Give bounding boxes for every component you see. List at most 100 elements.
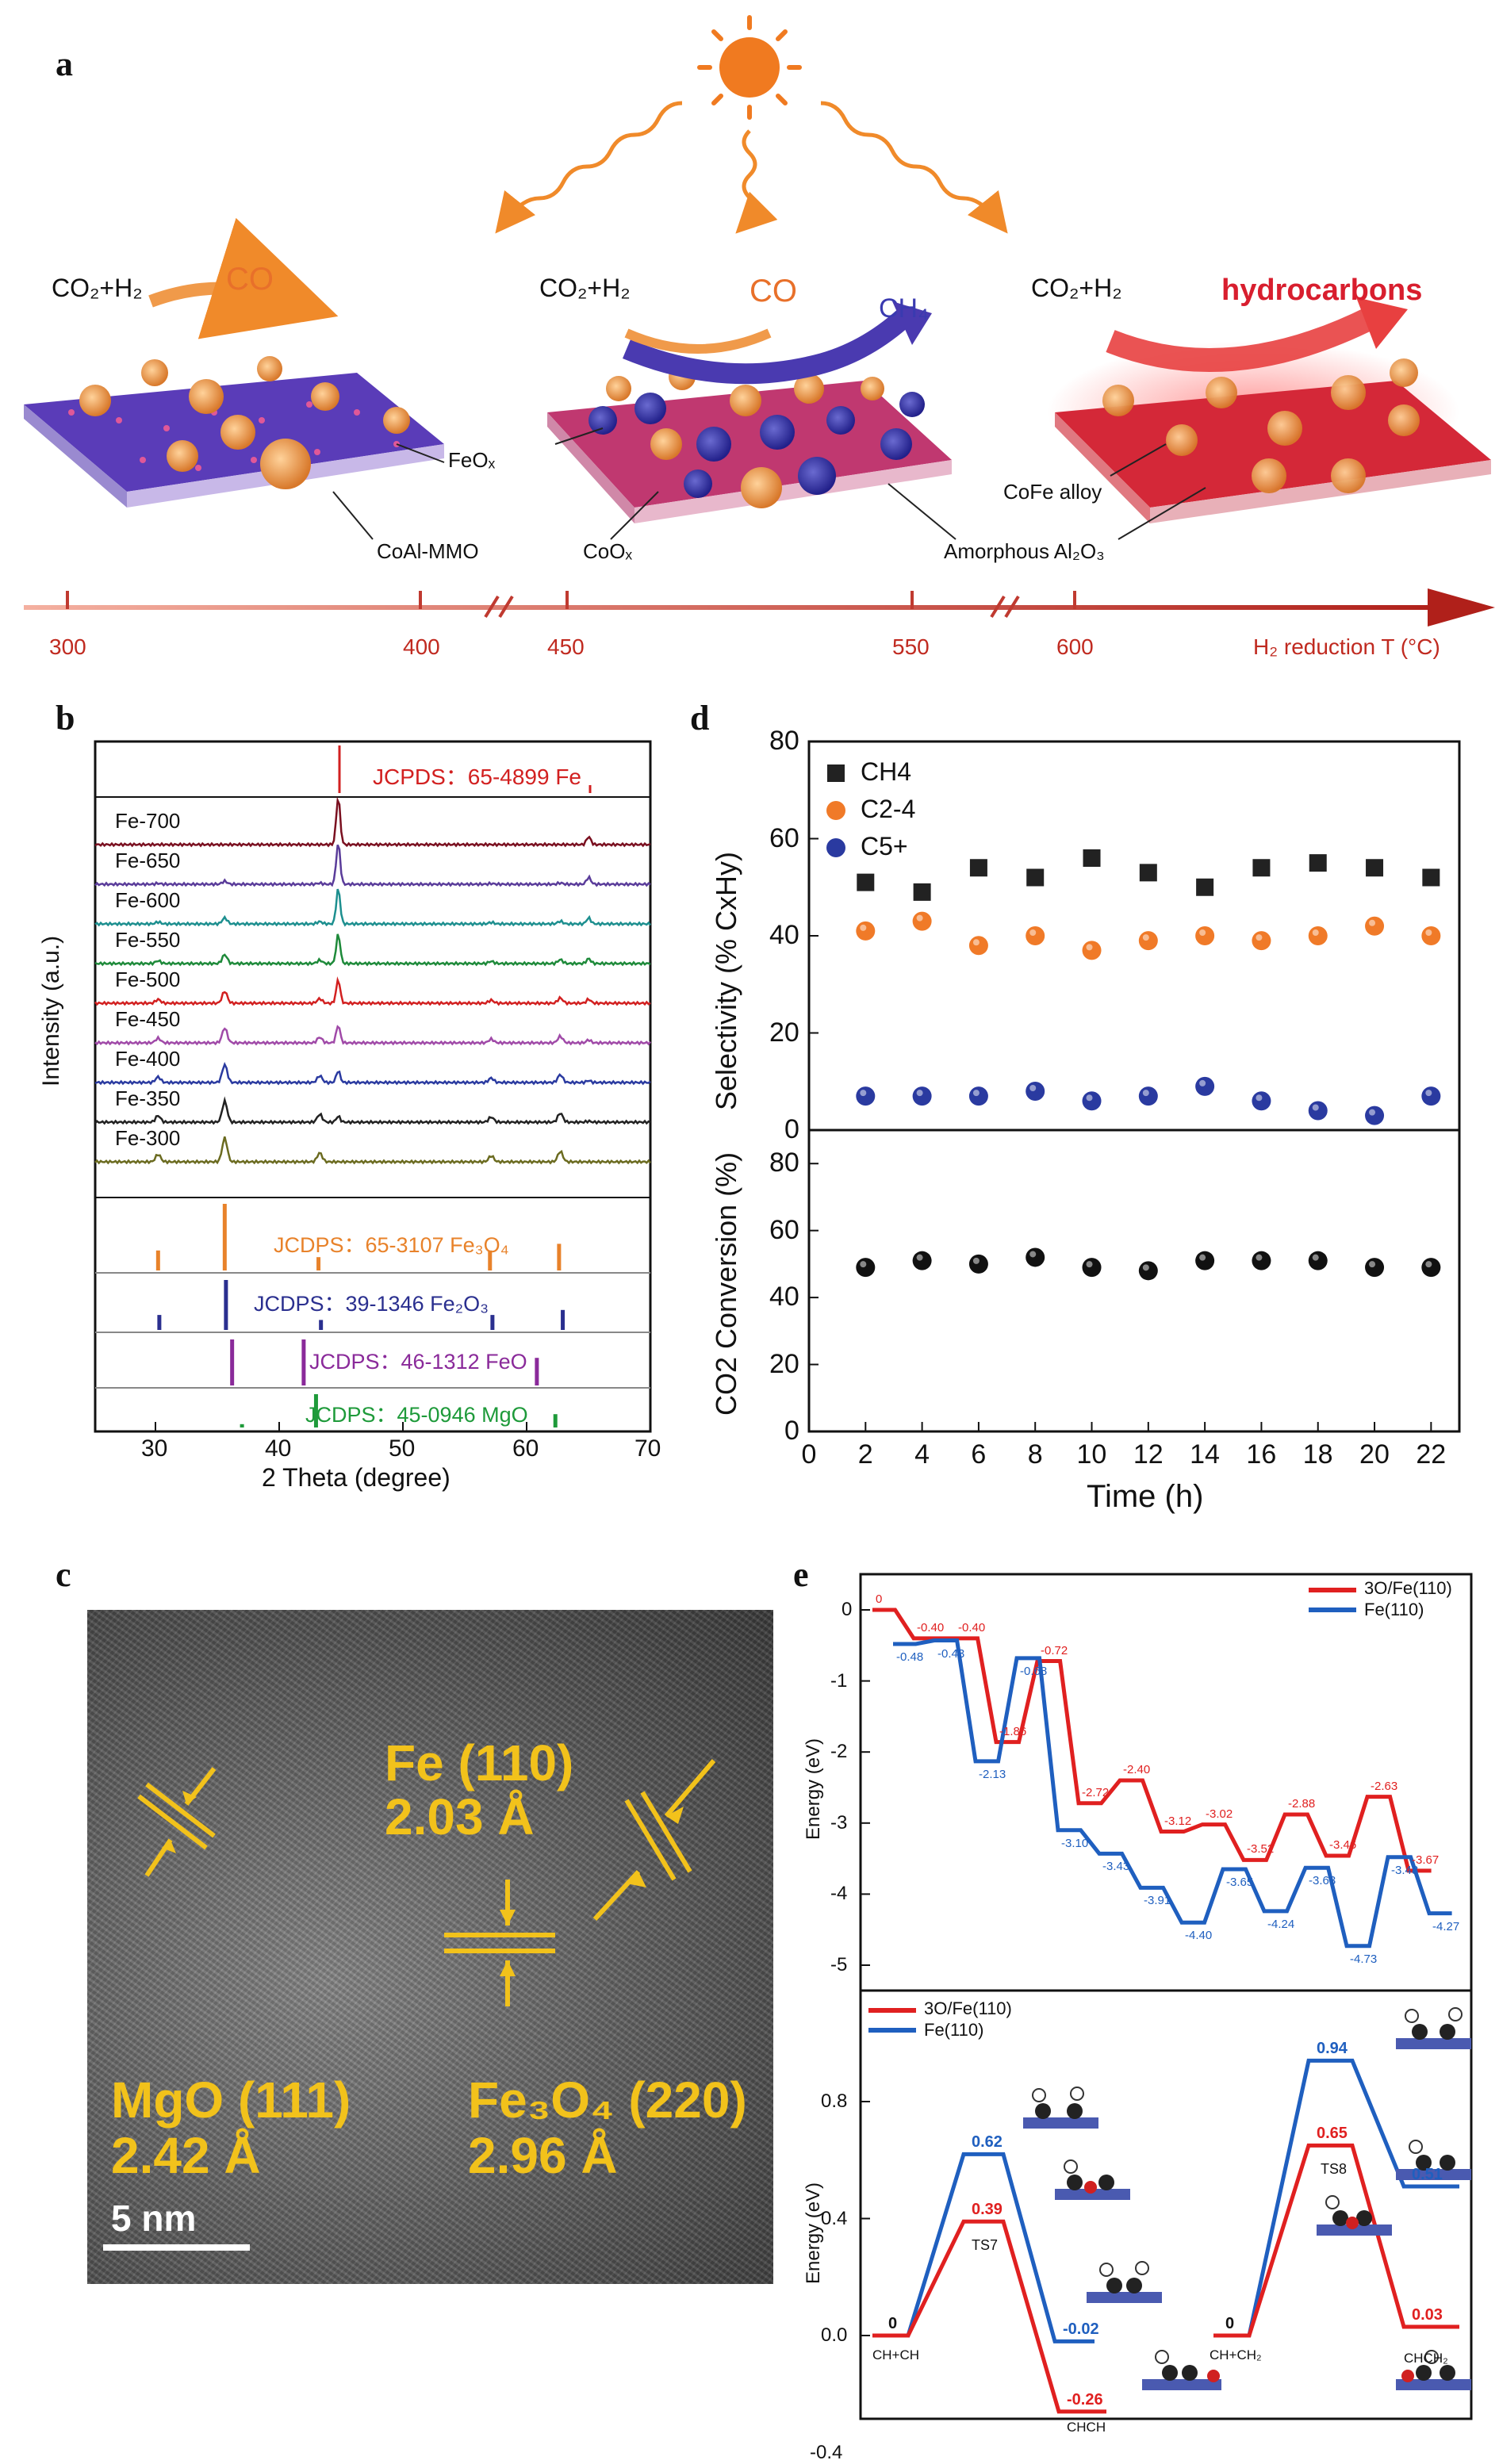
panel-label-d: d <box>690 699 710 738</box>
sample-label-Fe-450: Fe-450 <box>115 1007 181 1031</box>
sample-label-Fe-600: Fe-600 <box>115 888 181 912</box>
xrd-trace-Fe-650 <box>94 844 651 887</box>
bot-value-4: -0.26 <box>1067 2390 1103 2408</box>
fe-110-spacing: 2.03 Å <box>385 1788 535 1845</box>
profile-3o-fe110-val-11: -3.46 <box>1329 1838 1357 1853</box>
xrd-xlabel: 2 Theta (degree) <box>262 1463 450 1492</box>
xrd-trace-Fe-700 <box>94 796 651 848</box>
fe3o4-220-spacing: 2.96 Å <box>468 2127 618 2184</box>
state-label-chch-product: CHCH <box>1067 2419 1106 2435</box>
xrd-trace-Fe-600 <box>94 888 651 927</box>
time-xtick-16: 16 <box>1246 1439 1277 1470</box>
scale-bar <box>103 2244 250 2251</box>
e-bot-ytick-0.8: 0.8 <box>821 2090 848 2112</box>
sun-icon <box>697 15 802 120</box>
profile-fe110-val-4: -3.10 <box>1061 1836 1089 1850</box>
profile-fe110-val-3: -0.68 <box>1020 1664 1048 1678</box>
flow-arrow-hydrocarbons <box>1106 306 1378 372</box>
legend-label-C5+: C5+ <box>861 832 908 860</box>
product-hydrocarbons-label: hydrocarbons <box>1221 274 1423 307</box>
conv-ytick-0: 0 <box>784 1416 799 1446</box>
time-xtick-8: 8 <box>1027 1439 1043 1470</box>
molecule-thumbnails <box>1023 2007 1471 2390</box>
catalyst-slab-600 <box>1047 341 1491 523</box>
profile-fe110-val-2: -2.13 <box>979 1767 1006 1781</box>
sample-label-Fe-700: Fe-700 <box>115 809 181 833</box>
e-bot-ytick-0.4: 0.4 <box>821 2207 848 2229</box>
profile-fe110-val-11: -4.73 <box>1350 1952 1378 1966</box>
e-bot-ytick-0.0: 0.0 <box>821 2324 848 2346</box>
ref-label-3: JCDPS：45-0946 MgO <box>305 1403 528 1427</box>
time-xtick-22: 22 <box>1416 1439 1447 1470</box>
coox-label: CoOₓ <box>583 539 632 563</box>
time-xlabel: Time (h) <box>1087 1479 1204 1514</box>
light-ray-middle <box>735 129 778 234</box>
scale-bar-label: 5 nm <box>111 2198 197 2239</box>
xrd-trace-Fe-500 <box>94 976 651 1006</box>
bot-value-2: 0.39 <box>972 2201 1003 2219</box>
profile-fe110-val-5: -3.43 <box>1102 1860 1130 1874</box>
e-bot-legend-fe: Fe(110) <box>924 2020 984 2040</box>
time-xtick-18: 18 <box>1302 1439 1333 1470</box>
xrd-trace-Fe-550 <box>94 933 651 967</box>
axis-tick-400: 400 <box>403 634 440 659</box>
axis-tick-600: 600 <box>1056 634 1094 659</box>
axis-tick-450: 450 <box>547 634 585 659</box>
profile-3o-fe110-val-12: -2.63 <box>1371 1779 1398 1793</box>
e-top-ytick--4: -4 <box>830 1883 848 1905</box>
e-bot-ytick--0.4: -0.4 <box>810 2441 843 2463</box>
bot-value-0: 0 <box>888 2315 898 2332</box>
sel-ytick-40: 40 <box>769 920 799 950</box>
sel-ytick-20: 20 <box>769 1017 799 1048</box>
panel-label-c: c <box>56 1555 71 1594</box>
profile-3o-fe110-val-7: -3.12 <box>1164 1814 1192 1828</box>
e-bot-ylabel: Energy (eV) <box>803 2182 824 2284</box>
e-top-ytick--3: -3 <box>830 1811 848 1834</box>
e-top-ytick--2: -2 <box>830 1741 848 1763</box>
fe-110-label: Fe (110) <box>385 1734 574 1791</box>
profile-fe110-val-0: -0.48 <box>896 1650 924 1664</box>
e-top-ytick-0: 0 <box>842 1599 853 1620</box>
profile-3o-fe110-val-1: -0.40 <box>917 1620 945 1634</box>
axis-tick-550: 550 <box>892 634 930 659</box>
cofe-alloy-label: CoFe alloy <box>1003 480 1102 504</box>
sample-label-Fe-550: Fe-550 <box>115 928 181 952</box>
panel-label-a: a <box>56 44 73 83</box>
flow-arrow-ch4 <box>623 309 911 385</box>
profile-fe110-val-10: -3.63 <box>1309 1874 1336 1888</box>
hrtem-image: Fe (110) 2.03 Å MgO (111) 2.42 Å Fe₃O₄ (… <box>87 1610 773 2284</box>
profile-3o-fe110-val-4: -0.72 <box>1041 1643 1068 1657</box>
profile-fe110-val-9: -4.24 <box>1267 1917 1295 1931</box>
profile-3o-fe110 <box>872 1608 1432 1873</box>
profile-fe110-val-6: -3.91 <box>1144 1894 1171 1908</box>
point-CH4-18 <box>1309 854 1327 872</box>
xrd-trace-Fe-400 <box>94 1062 651 1086</box>
light-ray-left <box>495 101 683 234</box>
ref-label-fe: JCPDS：65-4899 Fe <box>373 764 582 789</box>
legend-marker-C5+ <box>826 838 845 857</box>
time-xtick-4: 4 <box>914 1439 930 1470</box>
catalyst-slab-300 <box>24 356 444 508</box>
e-bot-legend-3o: 3O/Fe(110) <box>924 1998 1012 2018</box>
ref-label-2: JCDPS：46-1312 FeO <box>309 1350 527 1374</box>
conv-ytick-60: 60 <box>769 1214 799 1245</box>
e-top-ylabel: Energy (eV) <box>803 1738 824 1840</box>
reactant-label-2: CO₂+H₂ <box>539 274 631 302</box>
bot-value-5: 0 <box>1225 2315 1235 2332</box>
state-label-chch2: CH+CH₂ <box>1210 2347 1262 2362</box>
point-CH4-6 <box>969 859 987 877</box>
panel-d-chart <box>807 740 1461 1433</box>
xrd-xtick-30: 30 <box>141 1435 168 1462</box>
point-CH4-10 <box>1083 849 1101 867</box>
time-xtick-2: 2 <box>857 1439 873 1470</box>
profile-fe110-val-13: -4.27 <box>1432 1919 1460 1933</box>
sample-label-Fe-500: Fe-500 <box>115 968 181 991</box>
xrd-xtick-40: 40 <box>265 1435 292 1462</box>
time-xtick-0: 0 <box>801 1439 817 1470</box>
profile-fe110-val-1: -0.43 <box>937 1646 965 1661</box>
bot-profile-3o-1 <box>872 2219 1106 2414</box>
point-CH4-14 <box>1196 878 1214 896</box>
light-ray-right <box>820 101 1008 234</box>
time-xtick-12: 12 <box>1133 1439 1164 1470</box>
